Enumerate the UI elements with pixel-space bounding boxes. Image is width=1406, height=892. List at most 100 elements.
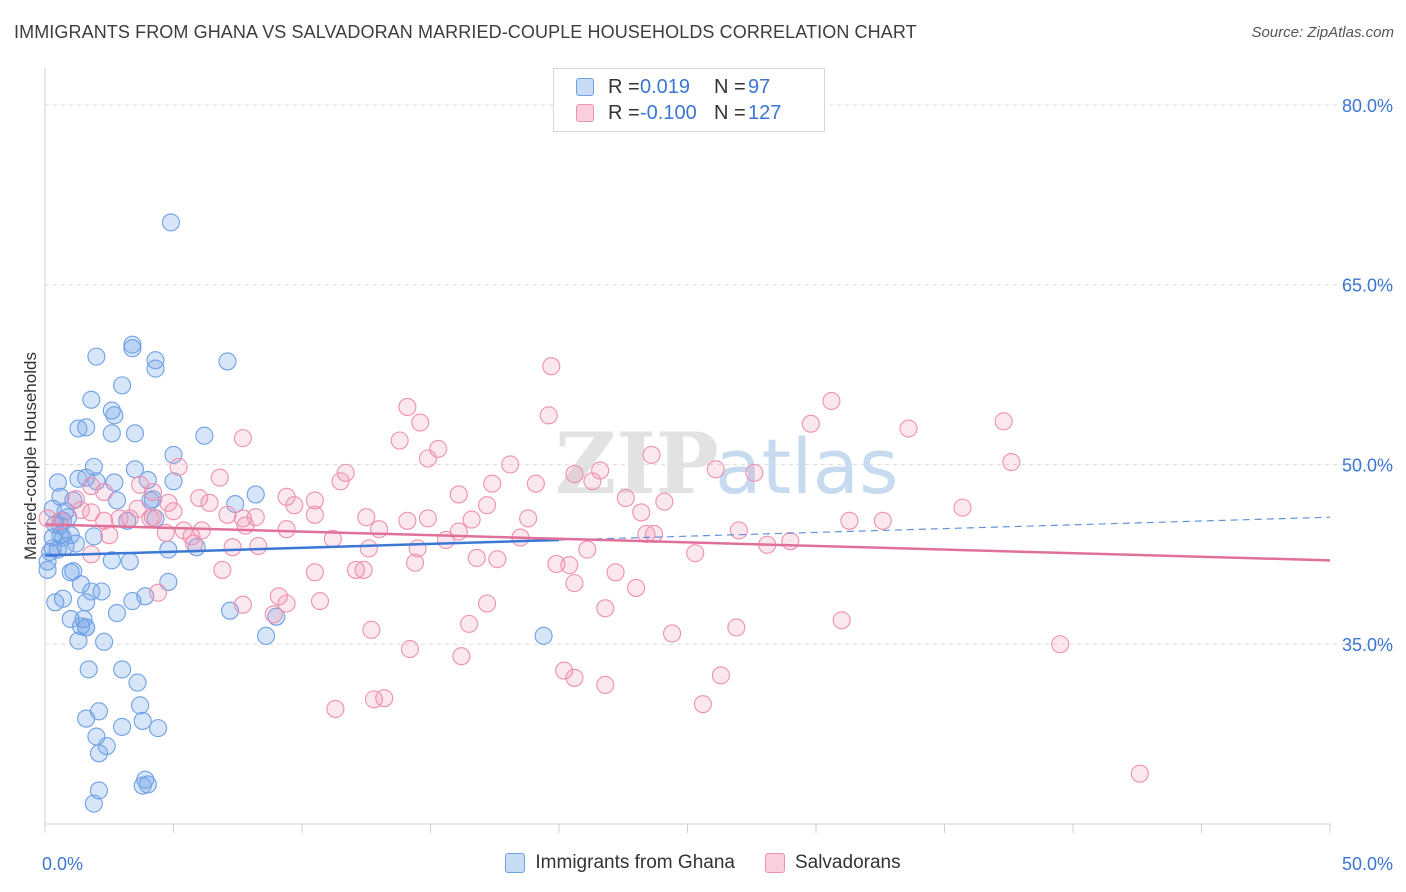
salvadoran-point [346,560,366,579]
ghana-point [87,347,106,366]
ghana-point [97,737,116,756]
ghana-point [246,485,265,504]
ghana-point [133,711,152,730]
salvadoran-point [565,574,584,593]
ghana-point [534,626,553,645]
salvadoran-point [406,553,425,572]
watermark-zip: ZIP [555,414,719,513]
salvadoran-point [637,524,656,544]
salvadoran-point [632,503,651,522]
salvadoran-point [519,509,538,528]
salvadoran-point [149,583,168,602]
salvadoran-point [359,539,378,558]
ghana-point [128,673,147,692]
salvadoran-point [578,540,597,559]
y-axis-label: Married-couple Households [21,352,40,560]
legend-swatch-salvadoran [764,853,785,873]
salvadoran-point [583,472,602,491]
x-tick-label: 0.0% [42,854,83,874]
trend-line-salvadoran [44,523,1331,562]
legend-swatch-ghana [576,78,594,96]
ghana-point [159,540,178,559]
salvadoran-point [210,468,229,487]
salvadoran-point [236,516,255,535]
grid-lines [45,104,1392,645]
salvadoran-point [627,578,646,597]
legend-row-ghana: R = 0.019 N = 97 [576,75,770,99]
salvadoran-point [200,493,219,512]
salvadoran-point [452,647,471,666]
ghana-point [256,626,276,645]
salvadoran-point [596,675,615,695]
salvadoran-point [483,474,502,493]
y-tick-label: 50.0% [1342,455,1393,475]
salvadoran-point [398,397,417,417]
salvadoran-point [390,431,409,450]
legend-swatch-salvadoran [576,104,594,122]
ghana-point [133,776,152,795]
salvadoran-point [233,595,252,614]
salvadoran-point [233,429,252,448]
salvadoran-point [362,620,381,639]
salvadoran-point [164,502,183,521]
legend-r-label: R = [608,75,640,98]
salvadoran-point [277,520,296,539]
ghana-point [66,534,85,553]
ghana-point [82,390,101,409]
salvadoran-point [467,548,486,568]
salvadoran-point [398,511,417,530]
ghana-point [123,592,142,611]
ghana-point [89,744,109,763]
ghana-point [113,717,132,736]
salvadoran-point [899,419,918,438]
salvadoran-point [832,611,851,630]
salvadoran-point [711,666,730,685]
salvadoran-point [539,406,558,425]
salvadoran-point [547,554,566,573]
legend-r-label: R = [608,101,640,124]
salvadoran-point [655,492,674,511]
salvadoran-point [706,460,725,479]
series-ghana-points [38,213,553,813]
salvadoran-point [143,482,162,502]
ghana-point [164,445,183,464]
salvadoran-point [616,488,635,508]
salvadoran-point [305,505,324,524]
ghana-point [69,631,88,650]
salvadoran-point [411,413,430,432]
ghana-point [77,418,96,437]
salvadoran-point [400,639,419,659]
ghana-point [113,376,132,395]
ghana-point [107,604,127,623]
salvadoran-point [233,509,252,528]
salvadoran-point [477,496,497,515]
ghana-point [267,607,286,626]
salvadoran-point [606,563,625,582]
salvadoran-point [477,594,497,613]
salvadoran-point [141,509,160,528]
chart-source: Source: ZipAtlas.com [1251,24,1394,41]
ghana-point [120,552,139,571]
x-tick-label: 50.0% [1342,854,1393,874]
salvadoran-point [418,449,437,468]
ghana-point [164,472,183,491]
salvadoran-point [1051,635,1070,654]
ghana-point [113,660,132,679]
salvadoran-point [994,412,1013,431]
ghana-point [77,593,96,612]
legend-row-salvadoran: R = -0.100 N = 127 [576,101,781,125]
series-legend: Immigrants from Ghana Salvadorans [0,852,1406,874]
ghana-point [146,359,165,378]
ghana-point [161,213,180,232]
salvadoran-point [840,511,859,530]
ghana-point [102,424,121,443]
correlation-legend: R = 0.019 N = 97 R = -0.100 N = 127 [553,68,825,132]
legend-n-value: 97 [748,75,771,98]
salvadoran-point [953,498,972,517]
salvadoran-point [326,699,345,719]
salvadoran-point [459,614,479,633]
salvadoran-point [95,482,114,502]
salvadoran-point [128,499,147,518]
ghana-point [77,709,96,728]
